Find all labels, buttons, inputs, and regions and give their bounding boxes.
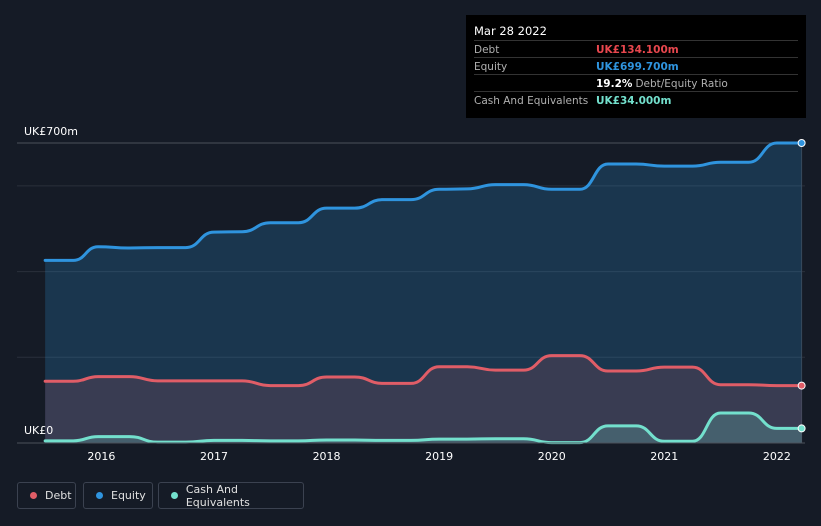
endpoint-debt: [797, 381, 806, 390]
endpoint-cash-and-equivalents: [797, 424, 806, 433]
legend-item-cash[interactable]: Cash And Equivalents: [158, 482, 304, 509]
legend-label-debt: Debt: [45, 489, 72, 502]
tooltip-label-equity: Equity: [474, 61, 508, 73]
x-tick-label-2020: 2020: [538, 450, 566, 463]
tooltip-label-debt: Debt: [474, 44, 500, 56]
legend-item-debt[interactable]: Debt: [17, 482, 76, 509]
tooltip-value-debt: UK£134.100m: [596, 44, 679, 56]
y-tick-label-bottom: UK£0: [24, 424, 54, 437]
legend-label-cash: Cash And Equivalents: [185, 482, 250, 509]
x-tick-label-2019: 2019: [425, 450, 453, 463]
endpoint-equity: [797, 139, 806, 147]
tooltip-value-ratio: 19.2% Debt/Equity Ratio: [596, 78, 728, 90]
area-cash-and-equivalents: [45, 413, 802, 443]
x-tick-label-2016: 2016: [87, 450, 115, 463]
tooltip-row-debt: Debt UK£134.100m: [474, 40, 798, 58]
area-equity: [45, 143, 802, 443]
legend-dot-equity: [96, 492, 103, 499]
tooltip-row-cash: Cash And Equivalents UK£34.000m: [474, 91, 798, 109]
x-tick-label-2017: 2017: [200, 450, 228, 463]
legend-label-equity: Equity: [111, 489, 146, 502]
line-equity: [43, 141, 804, 262]
tooltip-row-equity: Equity UK£699.700m: [474, 57, 798, 75]
data-tooltip: Mar 28 2022 Debt UK£134.100m Equity UK£6…: [466, 15, 806, 118]
legend-item-equity[interactable]: Equity: [83, 482, 153, 509]
y-tick-label-top: UK£700m: [24, 125, 78, 138]
tooltip-date: Mar 28 2022: [474, 24, 547, 38]
legend-dot-cash: [171, 492, 178, 499]
tooltip-label-cash: Cash And Equivalents: [474, 95, 589, 107]
x-tick-label-2018: 2018: [313, 450, 341, 463]
legend-dot-debt: [30, 492, 37, 499]
line-cash-and-equivalents: [43, 411, 804, 445]
tooltip-value-equity: UK£699.700m: [596, 61, 679, 73]
x-tick-label-2022: 2022: [763, 450, 791, 463]
x-tick-label-2021: 2021: [650, 450, 678, 463]
ratio-suffix: Debt/Equity Ratio: [635, 78, 728, 90]
area-debt: [45, 355, 802, 443]
ratio-number: 19.2%: [596, 78, 633, 90]
line-debt: [43, 354, 804, 388]
tooltip-row-ratio: 19.2% Debt/Equity Ratio: [474, 74, 798, 92]
tooltip-value-cash: UK£34.000m: [596, 95, 672, 107]
